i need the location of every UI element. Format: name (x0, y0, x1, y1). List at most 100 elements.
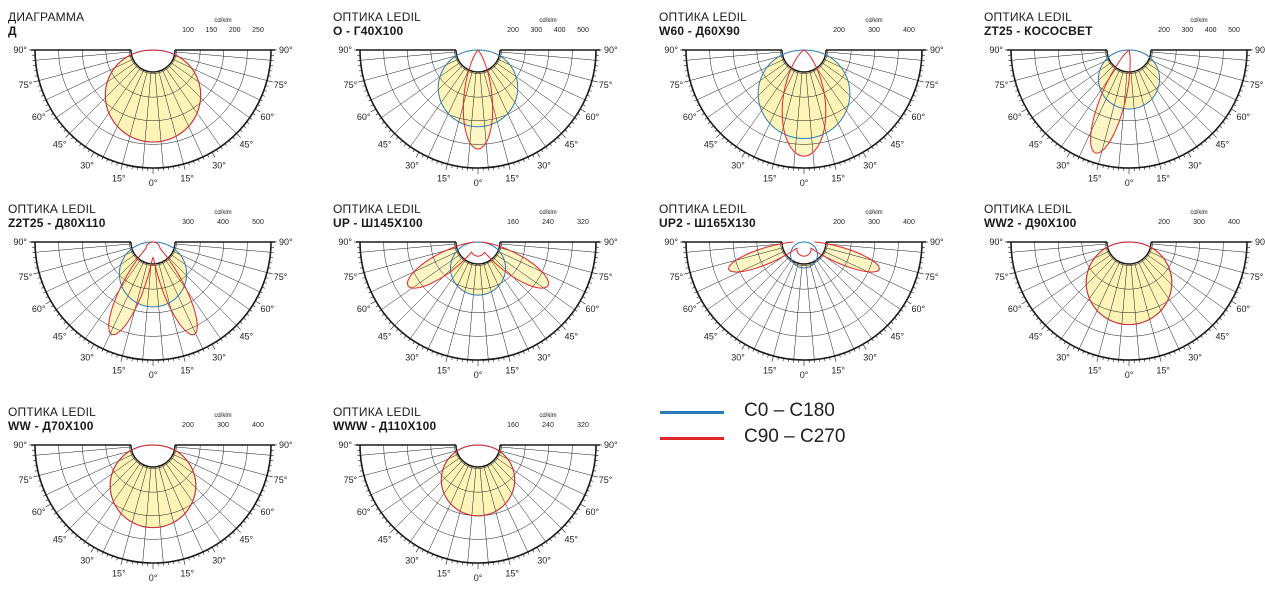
angle-label: 30° (212, 160, 226, 170)
angle-label: 15° (437, 569, 451, 579)
angle-tick (400, 140, 402, 142)
scale-tick-label: 500 (1228, 27, 1240, 34)
angle-tick (79, 539, 81, 541)
angle-label: 60° (683, 304, 697, 314)
unit-label: cd/klm (865, 210, 882, 216)
angle-tick (60, 318, 62, 320)
radial-gridline (806, 264, 814, 360)
angle-label: 60° (32, 304, 46, 314)
angle-tick (561, 325, 565, 329)
angle-label: 90° (604, 440, 618, 450)
angle-label: 90° (338, 237, 352, 247)
angle-tick (60, 521, 62, 523)
angle-label: 90° (279, 440, 293, 450)
polar-diagram: 90°90°75°75°60°60°45°45°30°30°15°15°0°cd… (333, 200, 633, 400)
angle-tick (225, 336, 227, 338)
angle-label: 30° (863, 160, 877, 170)
angle-label: 75° (19, 80, 33, 90)
angle-tick (1216, 130, 1218, 132)
angle-label: 45° (1029, 139, 1043, 149)
angle-label: 15° (180, 569, 194, 579)
angle-tick (121, 559, 123, 565)
angle-tick (715, 322, 717, 324)
angle-label: 60° (586, 112, 600, 122)
angle-tick (79, 336, 81, 338)
scale-tick-label: 300 (217, 422, 229, 429)
scale-tick-label: 320 (577, 219, 589, 226)
angle-tick (446, 559, 448, 565)
angle-tick (565, 525, 567, 527)
angle-label: 60° (1008, 304, 1022, 314)
scale-tick-label: 300 (1193, 219, 1205, 226)
diagram-subtitle: ОПТИКА LEDIL (984, 10, 1072, 24)
polar-diagram: 90°90°75°75°60°60°45°45°30°30°15°15°0°cd… (333, 403, 633, 603)
angle-label: 15° (505, 569, 519, 579)
angle-tick (65, 325, 69, 329)
angle-label: 45° (53, 534, 67, 544)
angle-tick (716, 133, 720, 137)
angle-tick (1219, 318, 1221, 320)
angle-tick (1047, 329, 1049, 331)
polar-diagram: 90°90°75°75°60°60°45°45°30°30°15°15°0°cd… (8, 403, 308, 603)
angle-label: 30° (1188, 160, 1202, 170)
angle-label: 15° (831, 366, 845, 376)
angle-label: 45° (378, 139, 392, 149)
angle-tick (91, 547, 94, 552)
angle-tick (863, 152, 866, 157)
diagram-name: UP - Ш145Х100 (333, 216, 423, 230)
angle-tick (75, 332, 77, 334)
angle-label: 45° (1029, 331, 1043, 341)
angle-tick (400, 535, 402, 537)
angle-label: 90° (338, 440, 352, 450)
angle-tick (121, 356, 123, 362)
angle-tick (554, 140, 556, 142)
angle-tick (267, 81, 273, 83)
angle-tick (33, 273, 39, 275)
angle-tick (416, 344, 419, 349)
radial-gridline (39, 248, 132, 273)
angle-label: 15° (112, 174, 126, 184)
angle-label: 60° (357, 112, 371, 122)
scale-tick-label: 200 (833, 219, 845, 226)
angle-tick (708, 314, 710, 316)
angle-label: 30° (405, 555, 419, 565)
angle-label: 0° (149, 178, 158, 188)
angle-tick (918, 273, 924, 275)
angle-label: 15° (505, 174, 519, 184)
angle-tick (1209, 137, 1211, 139)
angle-tick (835, 164, 837, 170)
angle-tick (1243, 273, 1249, 275)
angle-tick (554, 535, 556, 537)
angle-label: 45° (704, 139, 718, 149)
angle-label: 75° (925, 272, 939, 282)
radial-gridline (817, 260, 872, 339)
angle-label: 0° (1125, 370, 1134, 380)
angle-tick (358, 476, 364, 478)
angle-label: 45° (1216, 331, 1230, 341)
polar-diagram: 90°90°75°75°60°60°45°45°30°30°15°15°0°cd… (8, 200, 308, 400)
angle-label: 0° (474, 370, 483, 380)
angle-tick (1009, 81, 1015, 83)
angle-tick (1160, 164, 1162, 170)
angle-tick (697, 109, 702, 112)
radial-gridline (174, 248, 267, 273)
diagram-subtitle: ОПТИКА LEDIL (333, 10, 421, 24)
angle-label: 15° (831, 174, 845, 184)
angle-label: 30° (1056, 352, 1070, 362)
angle-label: 90° (664, 45, 678, 55)
angle-tick (568, 126, 570, 128)
radial-gridline (500, 52, 596, 60)
angle-tick (1223, 314, 1225, 316)
diagram-name: Z2T25 - Д80Х110 (8, 216, 106, 230)
angle-tick (898, 122, 900, 124)
angle-label: 0° (149, 370, 158, 380)
angle-tick (390, 325, 394, 329)
angle-label: 75° (925, 80, 939, 90)
angle-label: 30° (80, 160, 94, 170)
angle-label: 60° (912, 112, 926, 122)
angle-tick (558, 532, 560, 534)
scale-tick-label: 200 (229, 27, 241, 34)
unit-label: cd/klm (539, 18, 556, 24)
angle-label: 30° (212, 555, 226, 565)
scale-tick-label: 200 (1158, 219, 1170, 226)
